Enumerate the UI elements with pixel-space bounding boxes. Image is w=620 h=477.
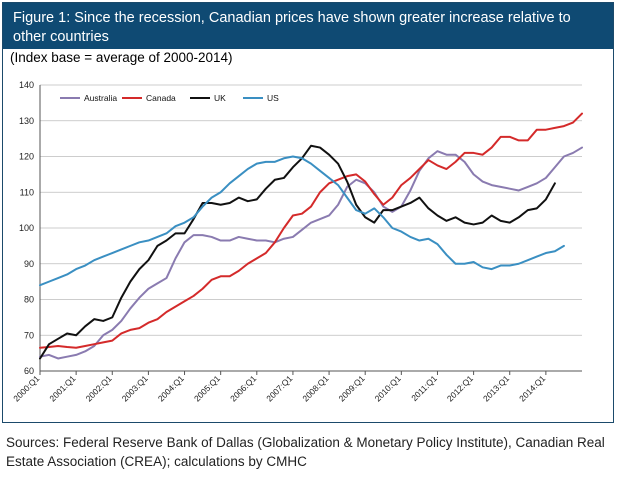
y-tick-label: 130	[19, 116, 34, 126]
legend-label-uk: UK	[214, 93, 226, 103]
x-tick-label: 2012:Q1	[445, 373, 475, 403]
sources-note: Sources: Federal Reserve Bank of Dallas …	[6, 435, 605, 469]
y-tick-label: 140	[19, 80, 34, 90]
x-tick-label: 2001:Q1	[47, 373, 77, 403]
x-tick-label: 2008:Q1	[300, 373, 330, 403]
series-line-us	[39, 155, 565, 287]
legend-label-australia: Australia	[84, 93, 117, 103]
series-line-uk	[39, 144, 556, 360]
legend-label-us: US	[267, 93, 279, 103]
legend-label-canada: Canada	[146, 93, 176, 103]
figure-subtitle: (Index base = average of 2000-2014)	[10, 50, 233, 65]
y-tick-label: 70	[24, 330, 34, 340]
y-tick-label: 60	[24, 366, 34, 376]
x-tick-label: 2002:Q1	[84, 373, 114, 403]
x-tick-label: 2010:Q1	[373, 373, 403, 403]
figure-title: Figure 1: Since the recession, Canadian …	[3, 3, 613, 49]
y-tick-label: 80	[24, 295, 34, 305]
y-tick-label: 120	[19, 152, 34, 162]
x-tick-label: 2007:Q1	[264, 373, 294, 403]
x-tick-label: 2013:Q1	[481, 373, 511, 403]
series-line-australia	[39, 146, 583, 360]
figure-frame: Figure 1: Since the recession, Canadian …	[2, 2, 614, 423]
x-tick-label: 2011:Q1	[409, 373, 439, 403]
y-tick-label: 110	[20, 187, 34, 197]
series-line-canada	[39, 112, 583, 349]
y-tick-label: 100	[19, 223, 34, 233]
x-tick-label: 2005:Q1	[192, 373, 222, 403]
x-tick-label: 2003:Q1	[120, 373, 150, 403]
x-tick-label: 2004:Q1	[156, 373, 186, 403]
x-tick-label: 2006:Q1	[228, 373, 258, 403]
x-tick-label: 2014:Q1	[517, 373, 547, 403]
y-tick-label: 90	[24, 259, 34, 269]
x-tick-label: 2000:Q1	[11, 373, 41, 403]
x-tick-label: 2009:Q1	[336, 373, 366, 403]
